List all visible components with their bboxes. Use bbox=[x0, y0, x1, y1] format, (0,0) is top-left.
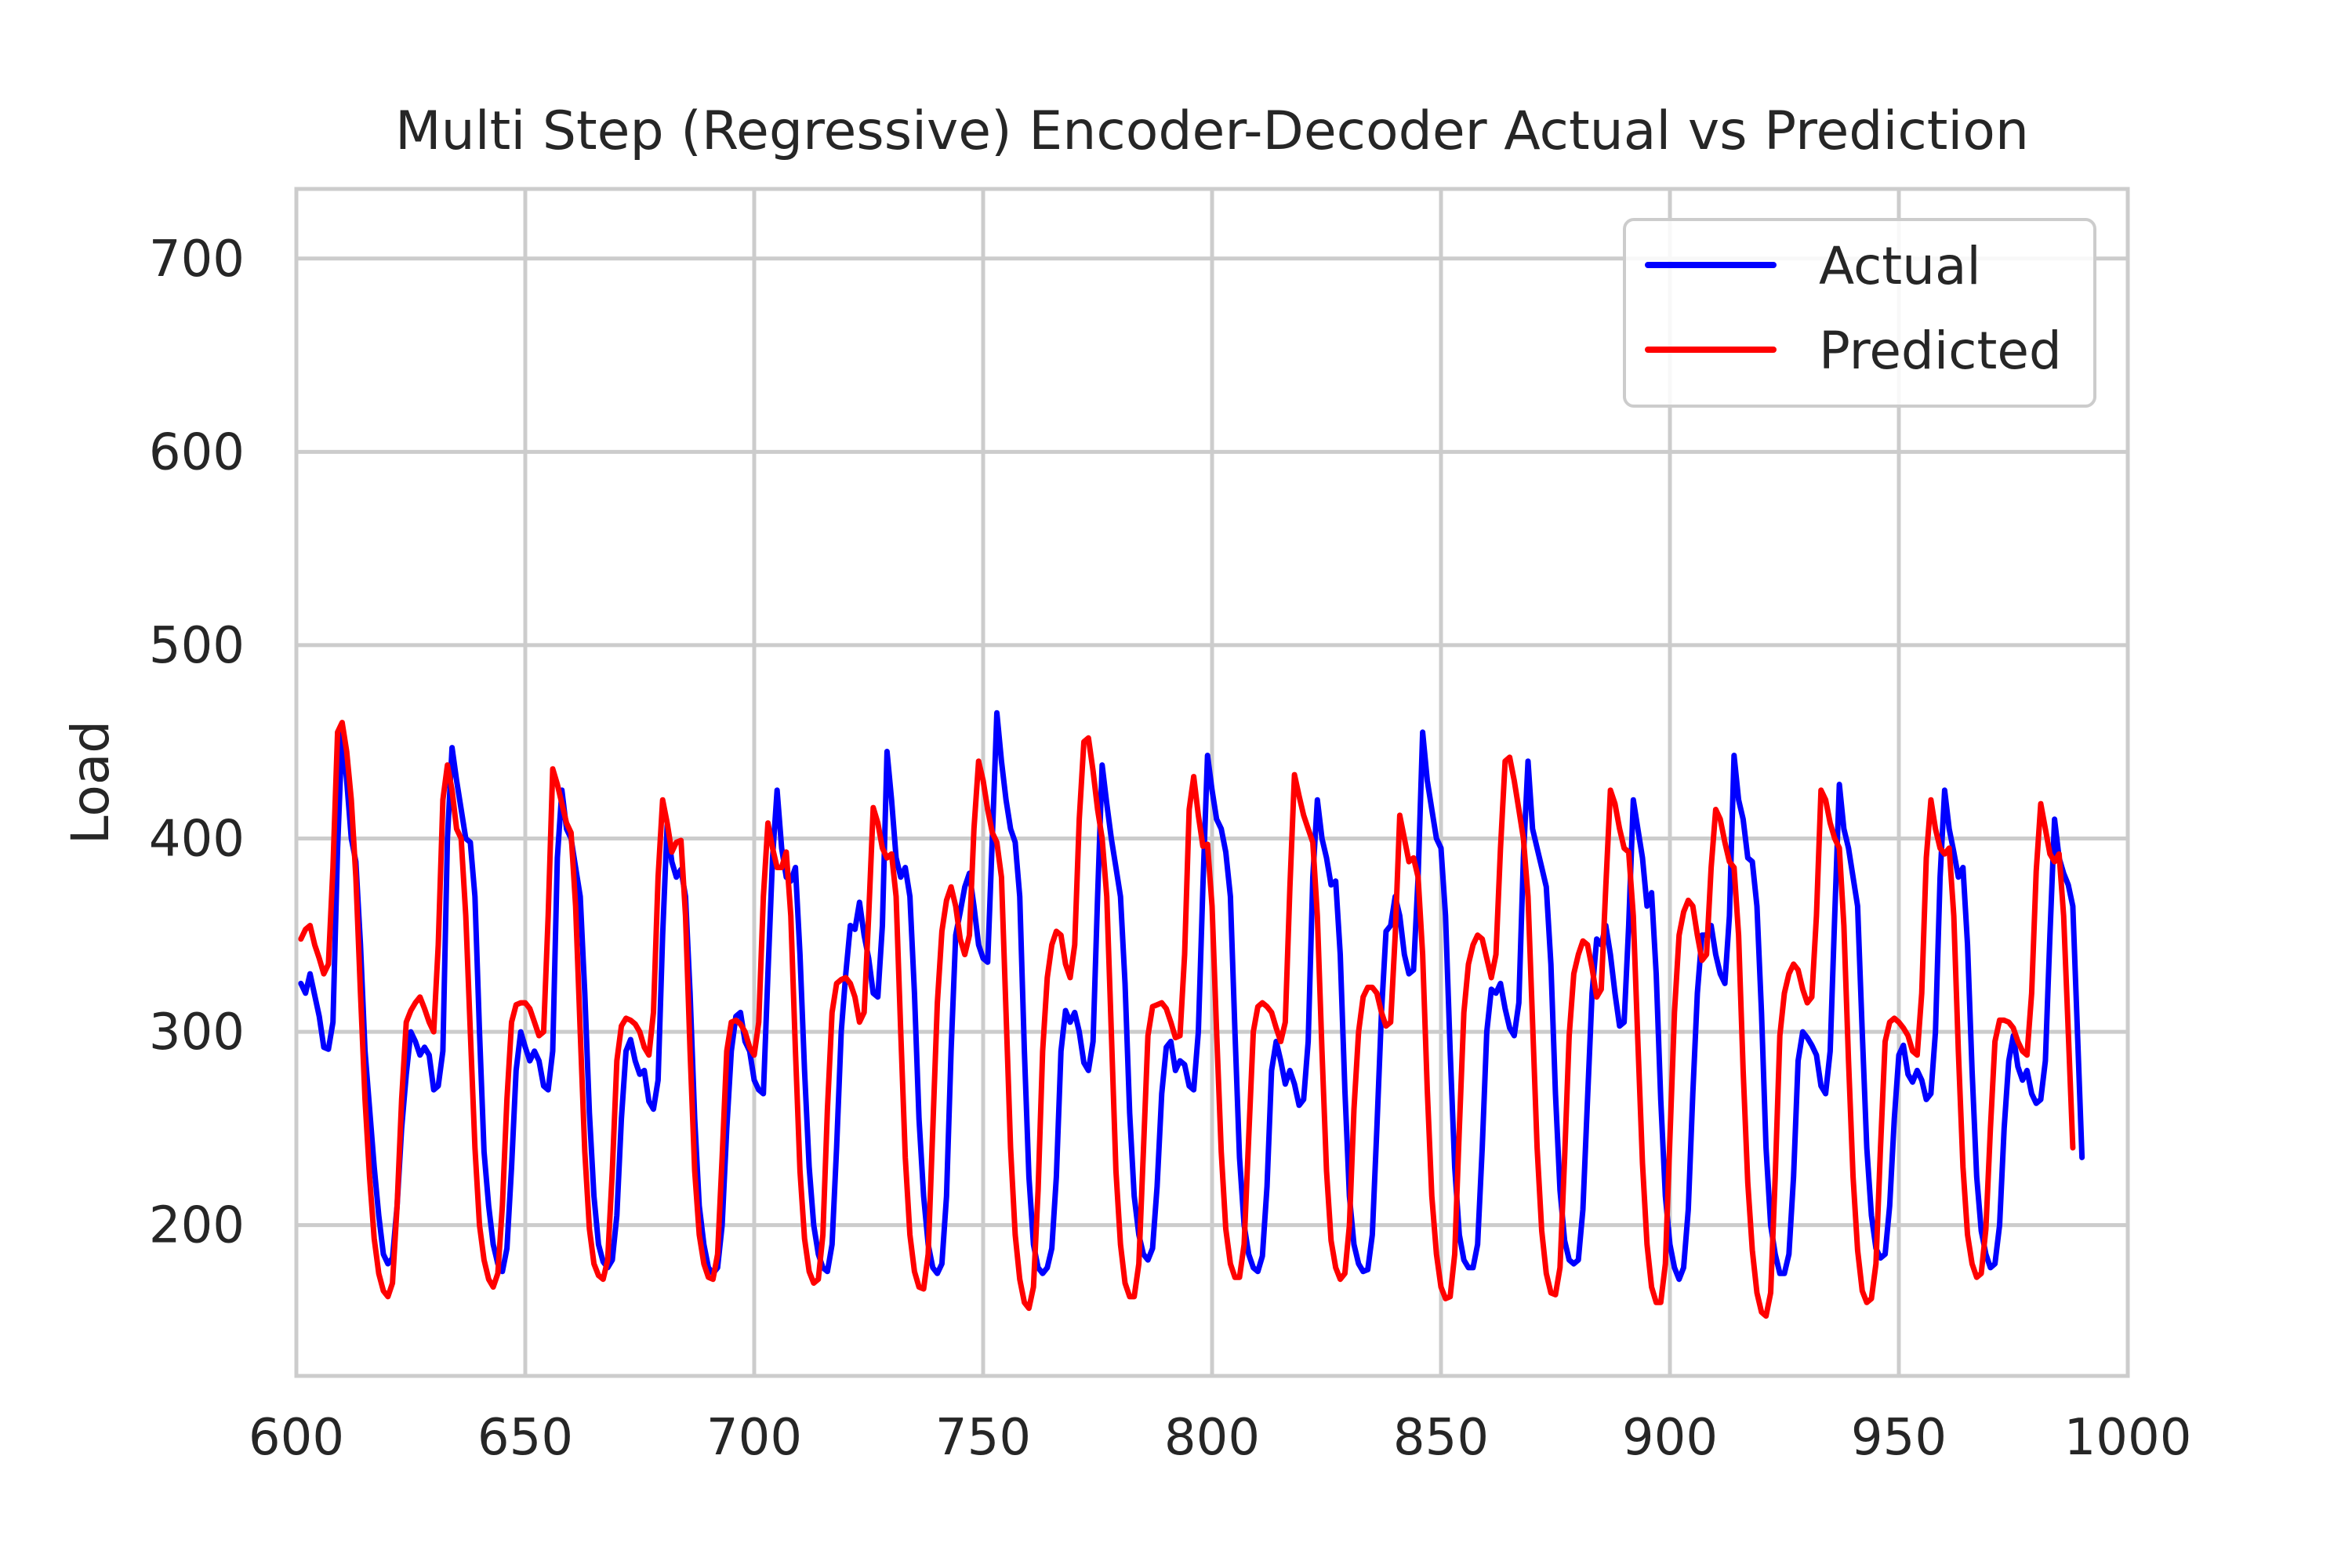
legend: Actual Predicted bbox=[1623, 218, 2096, 408]
y-tick-label: 300 bbox=[149, 1004, 245, 1062]
x-tick-label: 800 bbox=[1164, 1409, 1260, 1467]
chart-title: Multi Step (Regressive) Encoder-Decoder … bbox=[395, 100, 2029, 162]
x-tick-label: 650 bbox=[477, 1409, 573, 1467]
series-line-predicted bbox=[298, 720, 2076, 1319]
x-tick-label: 1000 bbox=[2064, 1409, 2192, 1467]
y-tick-label: 700 bbox=[149, 230, 245, 289]
x-tick-label: 850 bbox=[1393, 1409, 1489, 1467]
x-tick-label: 600 bbox=[249, 1409, 344, 1467]
x-tick-label: 900 bbox=[1622, 1409, 1718, 1467]
axis-ticks: 600 650 700 750 800 850 900 950 1000 200 300 400 500… bbox=[149, 230, 2192, 1467]
plot-series bbox=[298, 710, 2085, 1319]
y-tick-label: 600 bbox=[149, 423, 245, 481]
y-tick-label: 400 bbox=[149, 811, 245, 869]
y-axis-label: Load bbox=[60, 720, 121, 844]
x-tick-label: 750 bbox=[935, 1409, 1031, 1467]
x-tick-label: 700 bbox=[706, 1409, 802, 1467]
plot-frame bbox=[294, 187, 2130, 1378]
x-tick-label: 950 bbox=[1851, 1409, 1947, 1467]
y-tick-label: 200 bbox=[149, 1197, 245, 1255]
legend-label-actual: Actual bbox=[1819, 236, 1981, 296]
legend-label-predicted: Predicted bbox=[1819, 321, 2062, 381]
y-tick-label: 500 bbox=[149, 617, 245, 675]
